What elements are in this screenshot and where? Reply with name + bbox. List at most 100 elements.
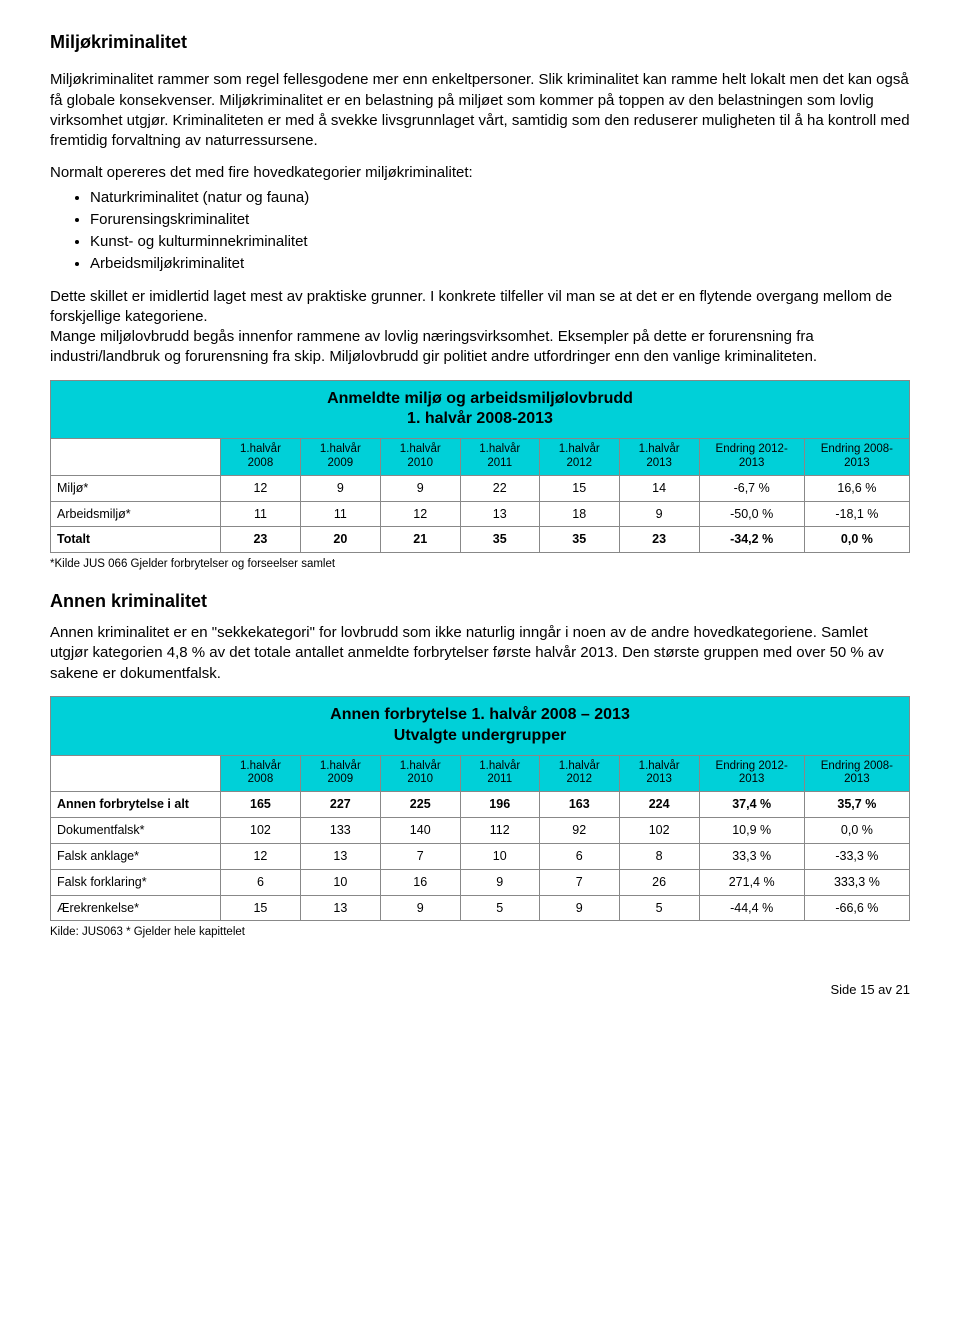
cell: 0,0 % [804, 817, 909, 843]
cell: 11 [300, 501, 380, 527]
cell: 15 [221, 895, 301, 921]
cell: 35,7 % [804, 792, 909, 818]
table1-h: 1.halvår 2009 [300, 439, 380, 476]
bullet-item: Forurensingskriminalitet [90, 210, 910, 230]
table2-h: 1.halvår 2011 [460, 755, 539, 792]
cell: 102 [221, 817, 301, 843]
row-label: Totalt [51, 527, 221, 553]
cell: 12 [221, 475, 301, 501]
cell: 37,4 % [699, 792, 804, 818]
table-annen: Annen forbrytelse 1. halvår 2008 – 2013 … [50, 696, 910, 922]
row-label: Dokumentfalsk* [51, 817, 221, 843]
cell: 9 [619, 501, 699, 527]
bullet-item: Kunst- og kulturminnekriminalitet [90, 232, 910, 252]
cell: 10 [300, 869, 380, 895]
table2-header-row: 1.halvår 2008 1.halvår 2009 1.halvår 201… [51, 755, 910, 792]
cell: 16 [380, 869, 460, 895]
cell: -66,6 % [804, 895, 909, 921]
cell: 14 [619, 475, 699, 501]
cell: 10,9 % [699, 817, 804, 843]
row-label: Arbeidsmiljø* [51, 501, 221, 527]
cell: 5 [619, 895, 699, 921]
section1-bullets: Naturkriminalitet (natur og fauna) Forur… [90, 188, 910, 275]
table-row: Falsk forklaring* 6 10 16 9 7 26 271,4 %… [51, 869, 910, 895]
table1-footnote: *Kilde JUS 066 Gjelder forbrytelser og f… [50, 557, 910, 573]
cell: 6 [221, 869, 301, 895]
page-footer: Side 15 av 21 [50, 981, 910, 999]
bullet-item: Naturkriminalitet (natur og fauna) [90, 188, 910, 208]
table2-h: 1.halvår 2012 [539, 755, 619, 792]
cell: 5 [460, 895, 539, 921]
cell: 33,3 % [699, 843, 804, 869]
row-label: Falsk forklaring* [51, 869, 221, 895]
cell: 22 [460, 475, 539, 501]
cell: 0,0 % [804, 527, 909, 553]
cell: 163 [539, 792, 619, 818]
table-miljo: Anmeldte miljø og arbeidsmiljølovbrudd 1… [50, 380, 910, 554]
table2-h: 1.halvår 2010 [380, 755, 460, 792]
cell: 9 [300, 475, 380, 501]
cell: 13 [300, 843, 380, 869]
cell: 13 [460, 501, 539, 527]
cell: 12 [221, 843, 301, 869]
cell: 9 [380, 475, 460, 501]
cell: 271,4 % [699, 869, 804, 895]
table-row: Ærekrenkelse* 15 13 9 5 9 5 -44,4 % -66,… [51, 895, 910, 921]
row-label: Miljø* [51, 475, 221, 501]
cell: 15 [539, 475, 619, 501]
cell: 13 [300, 895, 380, 921]
table-row-total: Totalt 23 20 21 35 35 23 -34,2 % 0,0 % [51, 527, 910, 553]
cell: -6,7 % [699, 475, 804, 501]
table-row: Miljø* 12 9 9 22 15 14 -6,7 % 16,6 % [51, 475, 910, 501]
cell: 224 [619, 792, 699, 818]
table1-h: 1.halvår 2008 [221, 439, 301, 476]
cell: 21 [380, 527, 460, 553]
section1-p4: Mange miljølovbrudd begås innenfor ramme… [50, 327, 910, 368]
table2-h: 1.halvår 2008 [221, 755, 301, 792]
cell: 102 [619, 817, 699, 843]
row-label: Ærekrenkelse* [51, 895, 221, 921]
table2-h0 [51, 755, 221, 792]
table1-h: 1.halvår 2013 [619, 439, 699, 476]
cell: 9 [380, 895, 460, 921]
row-label: Annen forbrytelse i alt [51, 792, 221, 818]
cell: 196 [460, 792, 539, 818]
cell: 112 [460, 817, 539, 843]
cell: 35 [539, 527, 619, 553]
cell: -34,2 % [699, 527, 804, 553]
cell: 7 [539, 869, 619, 895]
table2-h: Endring 2012-2013 [699, 755, 804, 792]
cell: -44,4 % [699, 895, 804, 921]
table1-caption: Anmeldte miljø og arbeidsmiljølovbrudd 1… [50, 380, 910, 439]
section2-p1: Annen kriminalitet er en "sekkekategori"… [50, 623, 910, 684]
section1-title: Miljøkriminalitet [50, 30, 910, 54]
cell: 7 [380, 843, 460, 869]
section1-p1: Miljøkriminalitet rammer som regel felle… [50, 70, 910, 151]
cell: -33,3 % [804, 843, 909, 869]
cell: 18 [539, 501, 619, 527]
section1-p3: Dette skillet er imidlertid laget mest a… [50, 287, 910, 328]
section1-p2-intro: Normalt opereres det med fire hovedkateg… [50, 163, 910, 183]
table1-header-row: 1.halvår 2008 1.halvår 2009 1.halvår 201… [51, 439, 910, 476]
cell: 92 [539, 817, 619, 843]
table2-h: Endring 2008-2013 [804, 755, 909, 792]
cell: 140 [380, 817, 460, 843]
cell: 10 [460, 843, 539, 869]
cell: 23 [221, 527, 301, 553]
cell: 9 [460, 869, 539, 895]
cell: 333,3 % [804, 869, 909, 895]
cell: 11 [221, 501, 301, 527]
cell: -50,0 % [699, 501, 804, 527]
table1-h: Endring 2012-2013 [699, 439, 804, 476]
cell: 12 [380, 501, 460, 527]
table-row: Falsk anklage* 12 13 7 10 6 8 33,3 % -33… [51, 843, 910, 869]
table1-h0 [51, 439, 221, 476]
table2-caption: Annen forbrytelse 1. halvår 2008 – 2013 … [50, 696, 910, 755]
section2-title: Annen kriminalitet [50, 589, 910, 613]
cell: 35 [460, 527, 539, 553]
cell: 133 [300, 817, 380, 843]
cell: 165 [221, 792, 301, 818]
cell: 20 [300, 527, 380, 553]
cell: -18,1 % [804, 501, 909, 527]
cell: 6 [539, 843, 619, 869]
